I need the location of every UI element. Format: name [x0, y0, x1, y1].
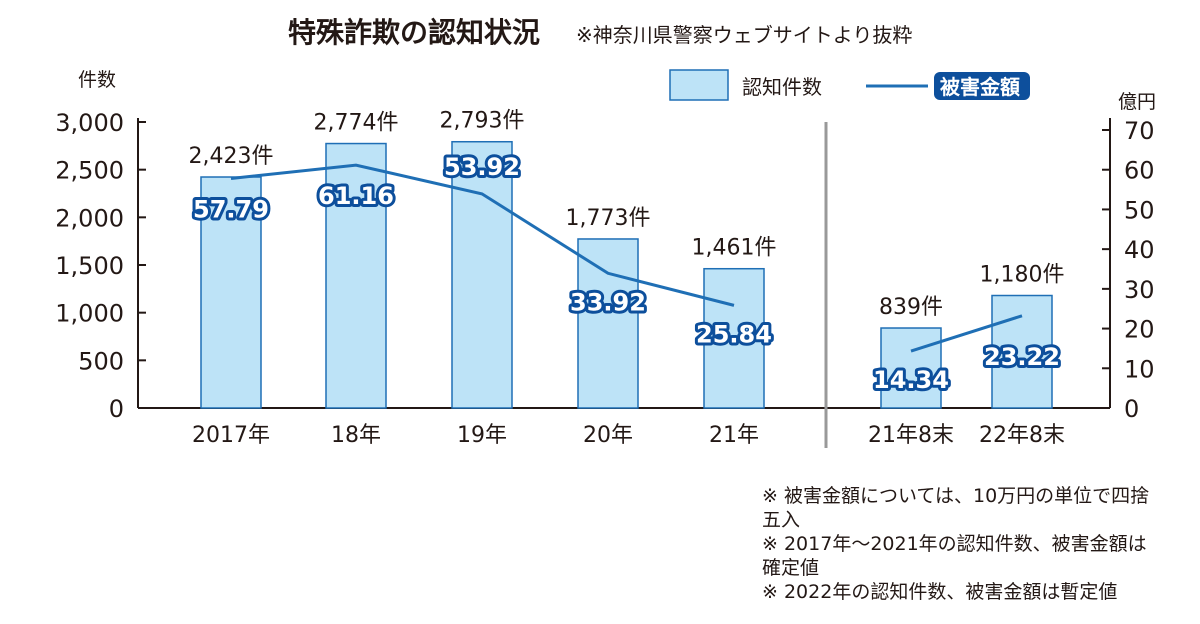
right-axis-tick-label: 30	[1124, 276, 1155, 304]
bar	[451, 140, 513, 409]
amount-value-label: 14.34	[873, 366, 949, 394]
legend-line-label: 被害金額	[940, 75, 1020, 99]
left-axis-unit: 件数	[78, 69, 116, 91]
right-axis-tick-label: 60	[1124, 157, 1155, 185]
left-axis-tick-label: 0	[109, 395, 124, 423]
bar	[991, 294, 1053, 409]
chart-title: 特殊詐欺の認知状況	[288, 16, 540, 49]
left-axis-tick-label: 2,500	[55, 157, 124, 185]
right-axis-tick-label: 10	[1124, 355, 1155, 383]
bar-value-label: 1,773件	[566, 206, 651, 231]
footnote-1: ※ 被害金額については、10万円の単位で四捨五入	[762, 485, 1150, 531]
left-axis-tick-label: 3,000	[55, 109, 124, 137]
legend: 認知件数 被害金額	[669, 69, 1030, 101]
x-axis-tick-label: 21年8末	[868, 423, 954, 448]
x-axis-tick-label: 21年	[709, 423, 759, 448]
legend-bar-swatch	[669, 69, 729, 101]
legend-line-label-bg	[934, 72, 1030, 100]
x-axis-tick-label: 22年8末	[979, 423, 1065, 448]
left-axis-tick-label: 1,000	[55, 300, 124, 328]
left-axis-tick-label: 2,000	[55, 204, 124, 232]
amount-value-label: 53.92	[444, 153, 520, 181]
amount-value-label: 33.92	[570, 288, 646, 316]
amount-value-label: 25.84	[696, 320, 772, 348]
x-axis-tick-label: 19年	[457, 423, 507, 448]
bar-value-label: 839件	[879, 295, 943, 320]
chart-subtitle: ※神奈川県警察ウェブサイトより抜粋	[576, 23, 912, 47]
bar-value-label: 2,774件	[314, 111, 399, 136]
right-axis-tick-label: 50	[1124, 196, 1155, 224]
bar-value-label: 1,180件	[980, 263, 1065, 288]
amount-value-label: 23.22	[984, 343, 1060, 371]
bar	[703, 267, 765, 409]
bar	[325, 142, 387, 409]
legend-bar-label: 認知件数	[742, 75, 822, 99]
right-axis-tick-label: 70	[1124, 117, 1155, 145]
x-axis-tick-label: 2017年	[192, 423, 270, 448]
bar-value-label: 2,793件	[440, 109, 525, 134]
x-axis-tick-label: 20年	[583, 423, 633, 448]
amount-value-label: 57.79	[193, 195, 269, 223]
x-axis-tick-label: 18年	[331, 423, 381, 448]
bar-value-label: 1,461件	[692, 236, 777, 261]
right-axis-tick-label: 20	[1124, 316, 1155, 344]
footnote-3: ※ 2022年の認知件数、被害金額は暫定値	[762, 581, 1118, 603]
bar	[880, 327, 942, 409]
bar	[577, 238, 639, 409]
footnote-2: ※ 2017年〜2021年の認知件数、被害金額は確定値	[762, 533, 1147, 579]
amount-line	[230, 163, 735, 307]
left-axis-tick-label: 1,500	[55, 252, 124, 280]
left-axis-tick-label: 500	[78, 347, 124, 375]
bar-value-label: 2,423件	[189, 144, 274, 169]
amount-value-label: 61.16	[318, 182, 394, 210]
right-axis-tick-label: 0	[1124, 395, 1139, 423]
right-axis-unit: 億円	[1118, 91, 1156, 113]
right-axis-tick-label: 40	[1124, 236, 1155, 264]
amount-line	[910, 314, 1023, 353]
